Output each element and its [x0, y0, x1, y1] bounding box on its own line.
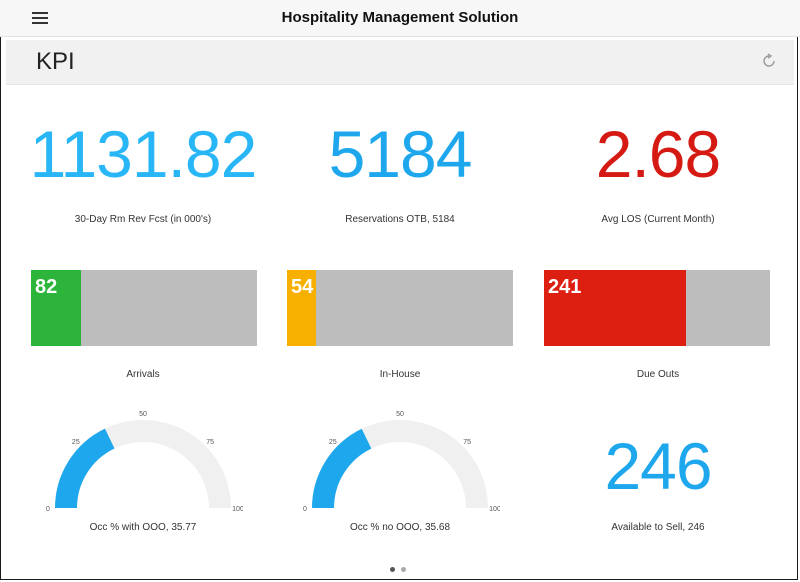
gauge-tick-label: 75: [206, 439, 214, 446]
arrivals-count: 82: [35, 276, 58, 298]
in-house-bar[interactable]: 54: [287, 270, 513, 346]
arrivals-bar[interactable]: 82: [31, 270, 257, 346]
reservations-value: 5184: [328, 117, 473, 191]
gauge-tick-label: 50: [139, 411, 147, 418]
hamburger-menu-icon[interactable]: [32, 12, 48, 24]
due-outs-label: Due Outs: [636, 369, 680, 380]
occ-with-ooo-label: Occ % with OOO, 35.77: [89, 522, 197, 533]
arrivals-label: Arrivals: [126, 369, 160, 380]
gauge-tick-label: 75: [463, 439, 471, 446]
app-title: Hospitality Management Solution: [281, 9, 519, 26]
gauge-tick-label: 25: [329, 439, 337, 446]
available-label: Available to Sell, 246: [611, 522, 705, 533]
page-title: KPI: [36, 48, 75, 75]
in-house-bar-fill: [287, 270, 317, 346]
in-house-count: 54: [291, 276, 314, 298]
arrivals-bar-fill: [31, 270, 81, 346]
gauge-tick-label: 0: [46, 506, 50, 513]
occ-with-ooo-gauge: 0 25 50 75 100: [43, 410, 244, 520]
gauge-tick-label: 50: [396, 411, 404, 418]
page-indicator[interactable]: [390, 559, 412, 577]
due-outs-bar-fill: [544, 270, 687, 346]
app-header: Hospitality Management Solution: [0, 0, 800, 37]
due-outs-bar[interactable]: 241: [544, 270, 770, 346]
reservations-label: Reservations OTB, 5184: [345, 214, 455, 225]
gauge-tick-label: 25: [72, 439, 80, 446]
avg-los-label: Avg LOS (Current Month): [601, 214, 715, 225]
avg-los-value: 2.68: [595, 117, 721, 191]
available-value: 246: [604, 429, 712, 503]
gauge-value-arc: [312, 428, 372, 509]
gauge-tick-label: 100: [489, 506, 500, 513]
gauge-value-arc: [55, 428, 115, 509]
page-header: KPI: [6, 40, 794, 85]
page-dot[interactable]: [401, 567, 406, 572]
due-outs-count: 241: [548, 276, 582, 298]
in-house-label: In-House: [379, 369, 421, 380]
refresh-icon[interactable]: [760, 52, 778, 70]
gauge-tick-label: 100: [232, 506, 243, 513]
occ-no-ooo-gauge: 0 25 50 75 100: [300, 410, 501, 520]
page-dot[interactable]: [390, 567, 395, 572]
occ-no-ooo-label: Occ % no OOO, 35.68: [349, 522, 451, 533]
gauge-tick-label: 0: [303, 506, 307, 513]
forecast-value: 1131.82: [29, 117, 258, 191]
forecast-label: 30-Day Rm Rev Fcst (in 000's): [74, 214, 212, 225]
